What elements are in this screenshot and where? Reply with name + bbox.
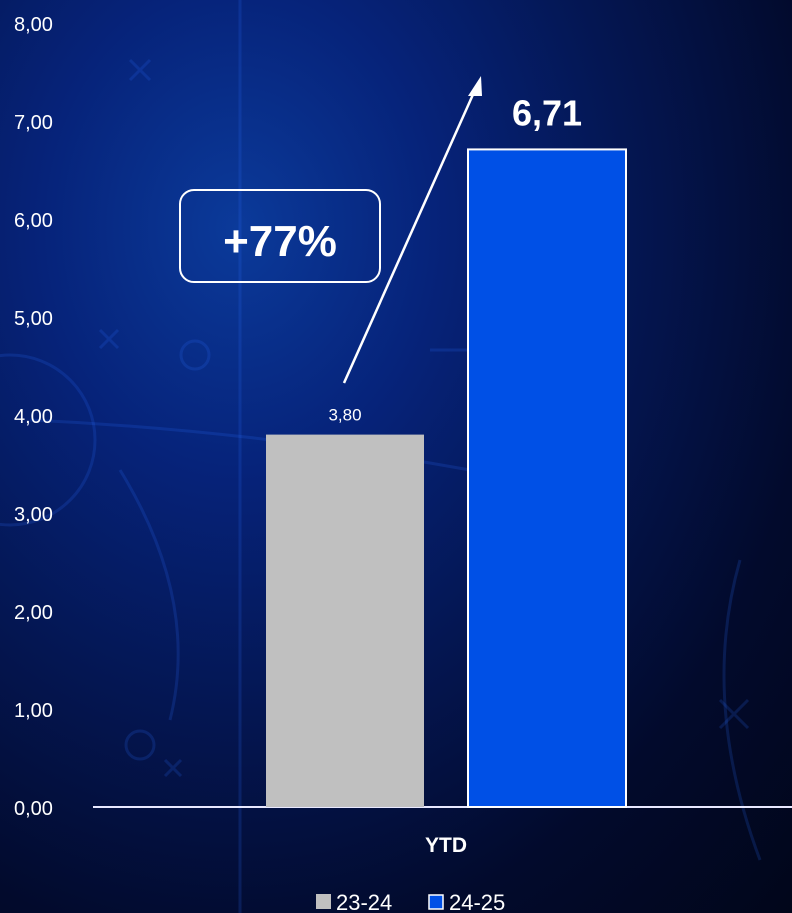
y-tick-label: 7,00 — [14, 112, 53, 134]
data-label-24-25: 6,71 — [512, 92, 582, 133]
legend-label-24-25: 24-25 — [449, 890, 505, 913]
legend: 23-24 24-25 — [316, 890, 505, 913]
category-label: YTD — [425, 834, 467, 857]
legend-label-23-24: 23-24 — [336, 890, 392, 913]
bar-23-24 — [266, 434, 424, 807]
y-axis-ticks: 0,00 1,00 2,00 3,00 4,00 5,00 6,00 7,00 8,00 — [14, 14, 53, 820]
growth-arrow — [342, 89, 477, 384]
y-tick-label: 1,00 — [14, 700, 53, 722]
growth-badge — [179, 189, 381, 283]
growth-badge-text: +77% — [223, 217, 337, 266]
y-tick-label: 3,00 — [14, 504, 53, 526]
y-tick-label: 6,00 — [14, 210, 53, 232]
legend-swatch-24-25 — [428, 894, 444, 910]
y-tick-label: 5,00 — [14, 308, 53, 330]
bars-group: 3,80 6,71 — [266, 92, 627, 809]
y-tick-label: 4,00 — [14, 406, 53, 428]
legend-swatch-23-24 — [316, 894, 331, 909]
y-tick-label: 0,00 — [14, 798, 53, 820]
y-tick-label: 8,00 — [14, 14, 53, 36]
arrow-head-icon — [468, 76, 482, 96]
y-tick-label: 2,00 — [14, 602, 53, 624]
bar-24-25 — [467, 148, 627, 809]
data-label-23-24: 3,80 — [328, 406, 361, 425]
